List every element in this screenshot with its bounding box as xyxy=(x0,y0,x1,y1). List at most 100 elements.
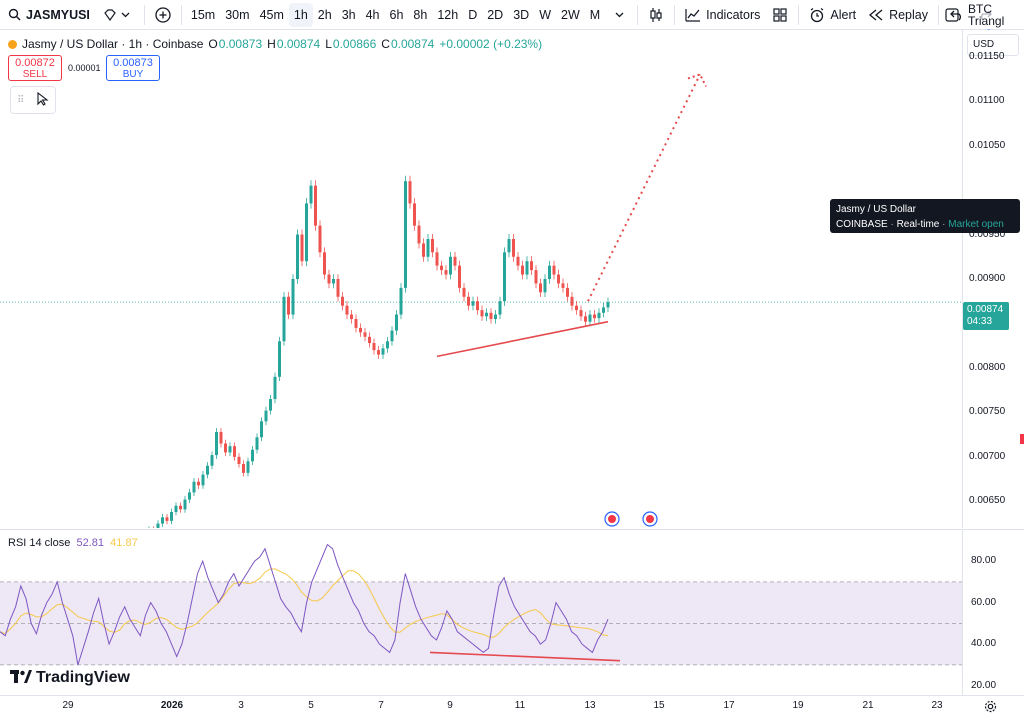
candle-body xyxy=(507,238,511,253)
plus-circle-icon xyxy=(155,6,171,23)
candle-body xyxy=(210,455,214,466)
candle-body xyxy=(336,279,340,297)
interval-8h[interactable]: 8h xyxy=(413,7,428,22)
grid-icon xyxy=(772,7,788,23)
candle-body xyxy=(467,296,470,306)
symbol-type-dropdown[interactable] xyxy=(96,0,140,30)
event-flag-dot xyxy=(608,515,616,523)
tradingview-logo[interactable]: TradingView xyxy=(10,669,130,687)
interval-2h[interactable]: 2h xyxy=(317,7,332,22)
candle-body xyxy=(156,523,160,528)
candle-body xyxy=(296,234,299,279)
redo-icon xyxy=(977,7,993,23)
sell-label: SELL xyxy=(22,69,48,80)
interval-dropdown[interactable] xyxy=(605,0,633,30)
layout-checkbox[interactable] xyxy=(938,0,966,30)
candle-body xyxy=(323,252,326,275)
interval-m[interactable]: M xyxy=(589,7,601,22)
price-tick: 0.01050 xyxy=(969,139,1006,151)
toolbar-divider xyxy=(180,4,182,25)
interval-4h[interactable]: 4h xyxy=(365,7,380,22)
sell-button[interactable]: 0.00872 SELL xyxy=(8,55,62,81)
rsi-scale[interactable]: 80.00 60.00 40.00 20.00 xyxy=(962,529,1024,695)
rsi-canvas[interactable] xyxy=(0,530,962,695)
candle-body xyxy=(264,410,268,422)
interval-30m[interactable]: 30m xyxy=(225,7,250,22)
candles-icon xyxy=(648,7,664,23)
undo-button[interactable] xyxy=(943,0,971,30)
interval-15m[interactable]: 15m xyxy=(190,7,216,22)
candle-body xyxy=(476,301,479,311)
symbol-search[interactable]: JASMYUSI xyxy=(0,0,96,30)
price-tick: 0.01150 xyxy=(969,50,1005,62)
rsi-ma-value: 41.87 xyxy=(110,537,138,549)
time-axis[interactable]: 29 2026 3 5 7 9 11 13 15 17 19 21 23 xyxy=(0,695,1024,717)
sell-price: 0.00872 xyxy=(15,57,55,69)
price-tick: 0.00800 xyxy=(969,361,1006,373)
interval-45m[interactable]: 45m xyxy=(259,7,284,22)
support-trendline xyxy=(436,320,609,358)
buy-button[interactable]: 0.00873 BUY xyxy=(106,55,160,81)
candle-body xyxy=(588,314,592,322)
tradingview-mark-icon xyxy=(10,669,32,687)
compare-symbol-button[interactable] xyxy=(149,0,177,30)
interval-12h[interactable]: 12h xyxy=(437,7,459,22)
currency-selector[interactable]: USD xyxy=(967,34,1019,56)
candle-body xyxy=(426,238,430,257)
settings-gear-icon[interactable] xyxy=(984,700,997,716)
interval-d[interactable]: D xyxy=(468,7,478,22)
candle-body xyxy=(579,310,583,317)
interval-3h[interactable]: 3h xyxy=(341,7,356,22)
square-icon xyxy=(944,7,960,23)
candle-body xyxy=(161,517,164,524)
rsi-pane[interactable]: RSI 14 close 52.81 41.87 xyxy=(0,529,962,695)
time-tick: 13 xyxy=(584,700,596,711)
candle-body xyxy=(548,265,551,279)
candle-body xyxy=(503,252,506,302)
price-scale[interactable]: USD 0.01150 0.01100 0.01050 0.00950 0.00900 0… xyxy=(962,30,1024,528)
candle-body xyxy=(179,505,182,510)
cursor-arrow-icon[interactable] xyxy=(37,91,49,109)
replay-button[interactable]: Replay xyxy=(862,0,934,30)
redo-button[interactable] xyxy=(971,0,999,30)
time-tick: 9 xyxy=(447,700,453,711)
candle-body xyxy=(485,312,488,317)
chart-type-button[interactable] xyxy=(642,0,670,30)
interval-2w[interactable]: 2W xyxy=(561,7,580,22)
candle-body xyxy=(458,265,461,288)
candle-body xyxy=(188,492,191,500)
candle-body xyxy=(440,265,443,271)
interval-1h[interactable]: 1h xyxy=(288,2,313,27)
candle-body xyxy=(543,279,547,293)
price-chart-pane[interactable]: Jasmy / US Dollar · 1h · Coinbase O 0.008… xyxy=(0,30,962,528)
indicators-icon xyxy=(685,7,701,23)
buy-label: BUY xyxy=(122,69,144,80)
high-value: 0.00874 xyxy=(276,37,321,51)
toolbar-divider xyxy=(637,4,639,25)
candle-body xyxy=(530,261,533,271)
candle-body xyxy=(453,256,457,266)
rsi-tick: 20.00 xyxy=(971,679,997,691)
price-chart-canvas[interactable] xyxy=(0,30,962,528)
templates-button[interactable] xyxy=(766,0,794,30)
projection-arrowhead xyxy=(687,73,707,87)
spread-value: 0.00001 xyxy=(68,63,101,73)
interval-3d[interactable]: 3D xyxy=(513,7,530,22)
interval-w[interactable]: W xyxy=(539,7,551,22)
drag-handle-icon[interactable]: ⠿ xyxy=(17,94,25,106)
rsi-value: 52.81 xyxy=(76,537,105,549)
time-tick: 2026 xyxy=(160,700,184,711)
candle-body xyxy=(332,279,335,284)
high-label: H xyxy=(267,37,276,51)
interval-6h[interactable]: 6h xyxy=(389,7,404,22)
alert-button[interactable]: Alert xyxy=(803,0,862,30)
candle-body xyxy=(341,296,344,306)
candle-body xyxy=(449,256,452,275)
candle-body xyxy=(431,238,434,253)
indicators-button[interactable]: Indicators xyxy=(679,0,766,30)
interval-2d[interactable]: 2D xyxy=(487,7,504,22)
candle-body xyxy=(354,319,358,328)
candle-body xyxy=(192,481,196,493)
indicators-label: Indicators xyxy=(706,7,761,22)
time-tick: 23 xyxy=(931,700,943,711)
